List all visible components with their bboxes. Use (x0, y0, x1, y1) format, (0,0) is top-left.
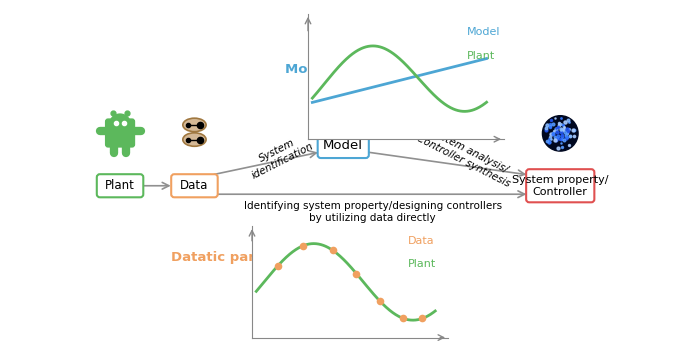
Text: Data: Data (407, 236, 434, 246)
Wedge shape (108, 113, 132, 125)
Text: Plant: Plant (407, 259, 436, 269)
FancyBboxPatch shape (318, 133, 369, 158)
Text: Modelic paradigm: Modelic paradigm (285, 63, 419, 76)
Ellipse shape (183, 133, 206, 146)
Text: Plant: Plant (105, 179, 135, 192)
FancyBboxPatch shape (172, 174, 218, 197)
FancyBboxPatch shape (526, 169, 594, 202)
Text: Datatic paradigm: Datatic paradigm (172, 251, 302, 264)
FancyBboxPatch shape (97, 174, 144, 197)
Text: System analysis/
Controller synthesis: System analysis/ Controller synthesis (414, 122, 517, 189)
Ellipse shape (183, 118, 206, 132)
Text: Plant: Plant (467, 50, 495, 61)
Text: Data: Data (181, 179, 209, 192)
Text: Identifying system property/designing controllers
by utilizing data directly: Identifying system property/designing co… (244, 201, 502, 223)
Text: System
identification: System identification (244, 130, 315, 181)
Circle shape (542, 116, 578, 151)
Text: Model: Model (467, 27, 500, 37)
Text: Model: Model (323, 139, 363, 152)
Text: System property/
Controller: System property/ Controller (512, 175, 608, 197)
FancyBboxPatch shape (105, 118, 135, 148)
